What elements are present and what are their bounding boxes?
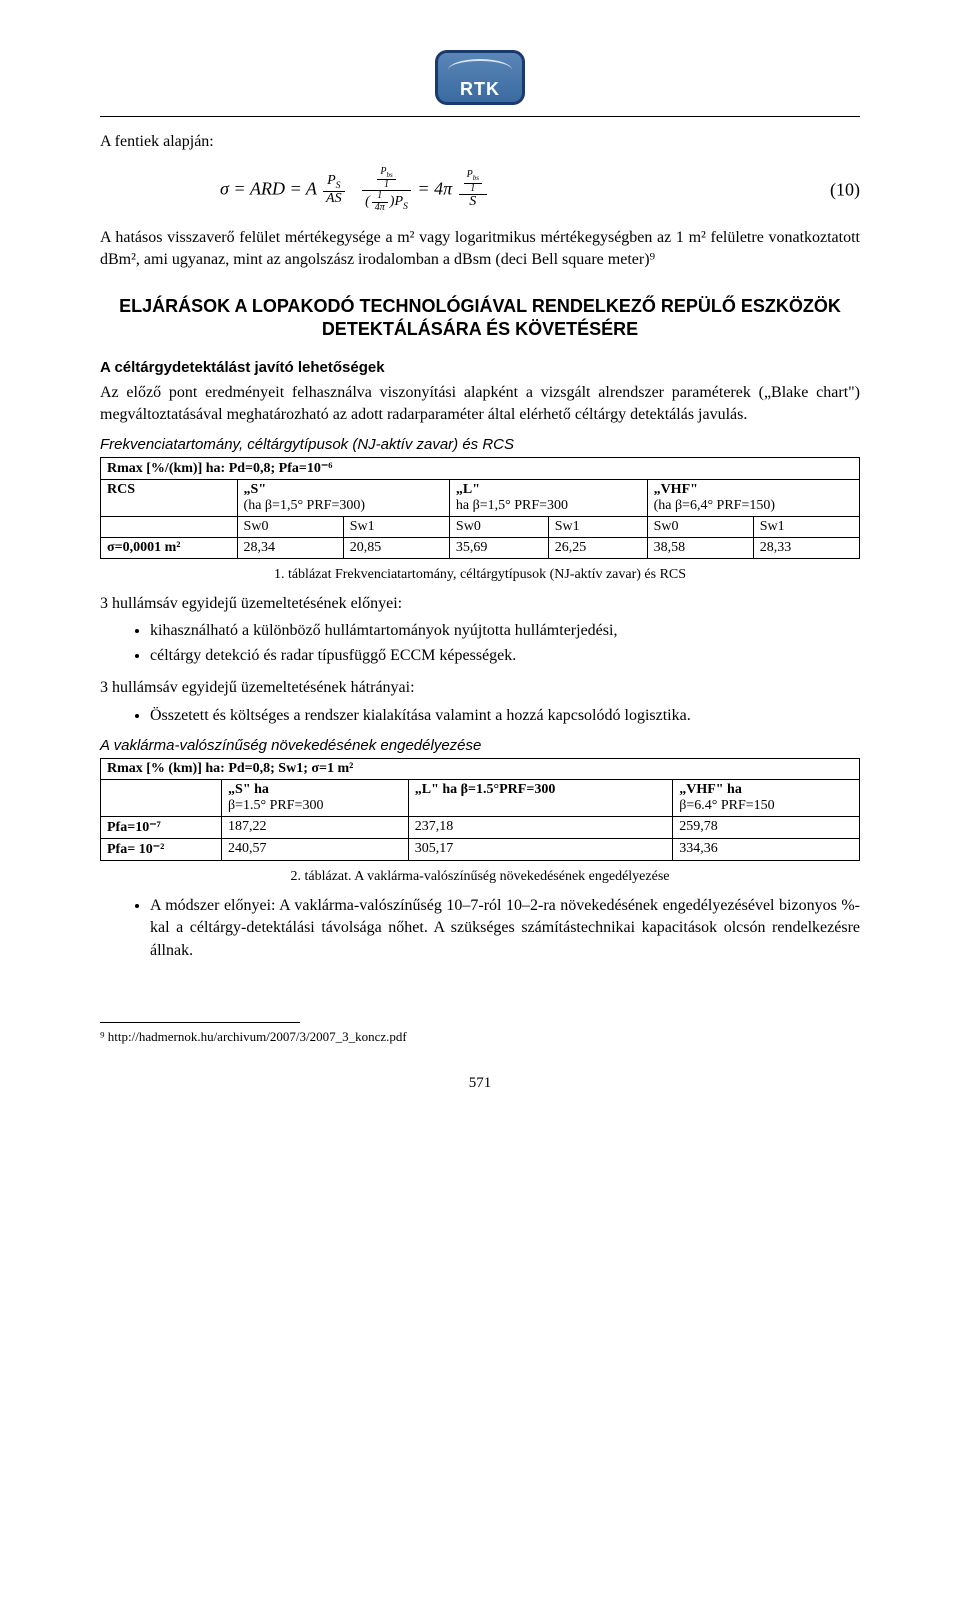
table2-col-s: „S" haβ=1.5° PRF=300	[222, 779, 409, 816]
disadvantages-list: Összetett és költséges a rendszer kialak…	[100, 705, 860, 727]
list-item: Összetett és költséges a rendszer kialak…	[150, 705, 860, 727]
table-2: Rmax [% (km)] ha: Pd=0,8; Sw1; σ=1 m² „S…	[100, 758, 860, 861]
logo-text: RTK	[438, 79, 522, 100]
table1-col-vhf: „VHF"(ha β=6,4° PRF=150)	[647, 479, 859, 516]
table1-header: Rmax [%/(km)] ha: Pd=0,8; Pfa=10⁻⁶	[101, 457, 860, 479]
equation-10: σ = ARD = A PS AS Pbs 1 (14π)PS = 4π Pbs	[100, 167, 860, 214]
subsection-1: A céltárgydetektálást javító lehetőségek	[100, 359, 860, 376]
intro-text: A fentiek alapján:	[100, 131, 860, 153]
paragraph-2: Az előző pont eredményeit felhasználva v…	[100, 382, 860, 425]
header-rule	[100, 116, 860, 117]
paragraph-3: 3 hullámsáv egyidejű üzemeltetésének elő…	[100, 593, 860, 615]
method-advantages-list: A módszer előnyei: A vaklárma-valószínűs…	[100, 895, 860, 962]
table2-header: Rmax [% (km)] ha: Pd=0,8; Sw1; σ=1 m²	[101, 758, 860, 779]
table1-rcs: RCS	[101, 479, 238, 516]
table2-col-vhf: „VHF" haβ=6.4° PRF=150	[673, 779, 860, 816]
paragraph-1: A hatásos visszaverő felület mértékegysé…	[100, 227, 860, 270]
table1-caption: 1. táblázat Frekvenciatartomány, céltárg…	[100, 567, 860, 583]
table1-col-s: „S"(ha β=1,5° PRF=300)	[237, 479, 449, 516]
list-item: kihasználható a különböző hullámtartomán…	[150, 620, 860, 642]
italic-heading-2: A vaklárma-valószínűség növekedésének en…	[100, 737, 860, 754]
header-logo: RTK	[100, 50, 860, 110]
table-1: Rmax [%/(km)] ha: Pd=0,8; Pfa=10⁻⁶ RCS „…	[100, 457, 860, 559]
list-item: A módszer előnyei: A vaklárma-valószínűs…	[150, 895, 860, 962]
table2-col-l: „L" ha β=1.5°PRF=300	[408, 779, 672, 816]
advantages-list: kihasználható a különböző hullámtartomán…	[100, 620, 860, 667]
table1-col-l: „L"ha β=1,5° PRF=300	[449, 479, 647, 516]
paragraph-4: 3 hullámsáv egyidejű üzemeltetésének hát…	[100, 677, 860, 699]
section-title: ELJÁRÁSOK A LOPAKODÓ TECHNOLÓGIÁVAL REND…	[100, 295, 860, 342]
list-item: céltárgy detekció és radar típusfüggő EC…	[150, 645, 860, 667]
page-number: 571	[100, 1075, 860, 1092]
equation-number: (10)	[830, 180, 860, 201]
italic-heading-1: Frekvenciatartomány, céltárgytípusok (NJ…	[100, 436, 860, 453]
table2-caption: 2. táblázat. A vaklárma-valószínűség növ…	[100, 869, 860, 885]
footnote-separator	[100, 1022, 300, 1023]
footnote-9: ⁹ http://hadmernok.hu/archivum/2007/3/20…	[100, 1029, 860, 1045]
table1-sigma: σ=0,0001 m²	[101, 537, 238, 558]
